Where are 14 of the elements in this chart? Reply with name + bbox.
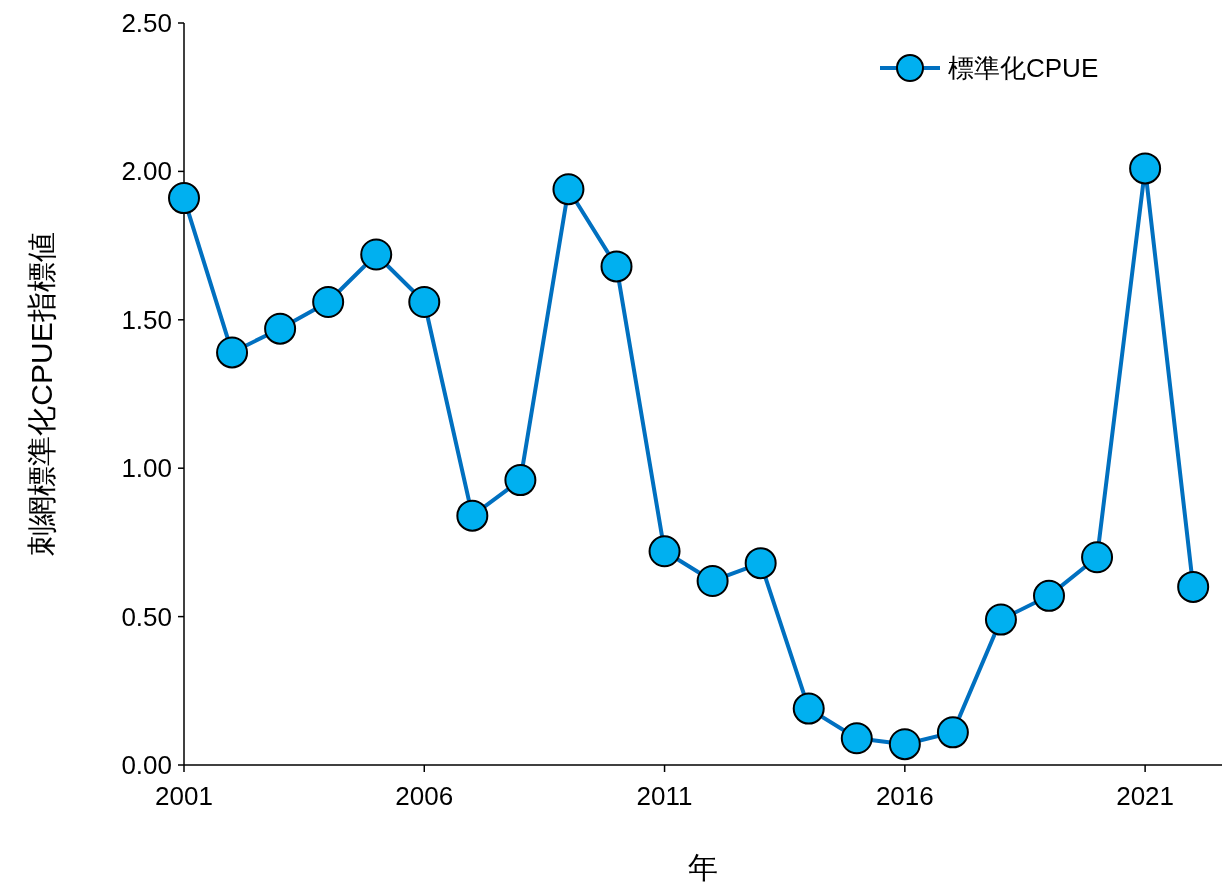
y-axis-title: 刺網標準化CPUE指標値: [25, 232, 58, 556]
x-tick-label: 2021: [1116, 781, 1175, 811]
legend-label: 標準化CPUE: [948, 53, 1099, 83]
y-tick-label: 2.00: [121, 156, 172, 187]
x-axis-title: 年: [688, 851, 718, 884]
y-tick-label: 0.50: [121, 601, 172, 632]
y-tick-label: 0.00: [121, 750, 172, 780]
y-tick-label: 2.50: [121, 8, 172, 38]
x-tick-label: 2011: [636, 781, 693, 811]
y-tick-label: 1.00: [121, 453, 172, 484]
y-tick-label: 1.50: [121, 304, 172, 335]
x-tick-label: 2006: [395, 781, 454, 811]
x-tick-label: 2001: [155, 781, 213, 811]
x-tick-label: 2016: [875, 781, 934, 811]
